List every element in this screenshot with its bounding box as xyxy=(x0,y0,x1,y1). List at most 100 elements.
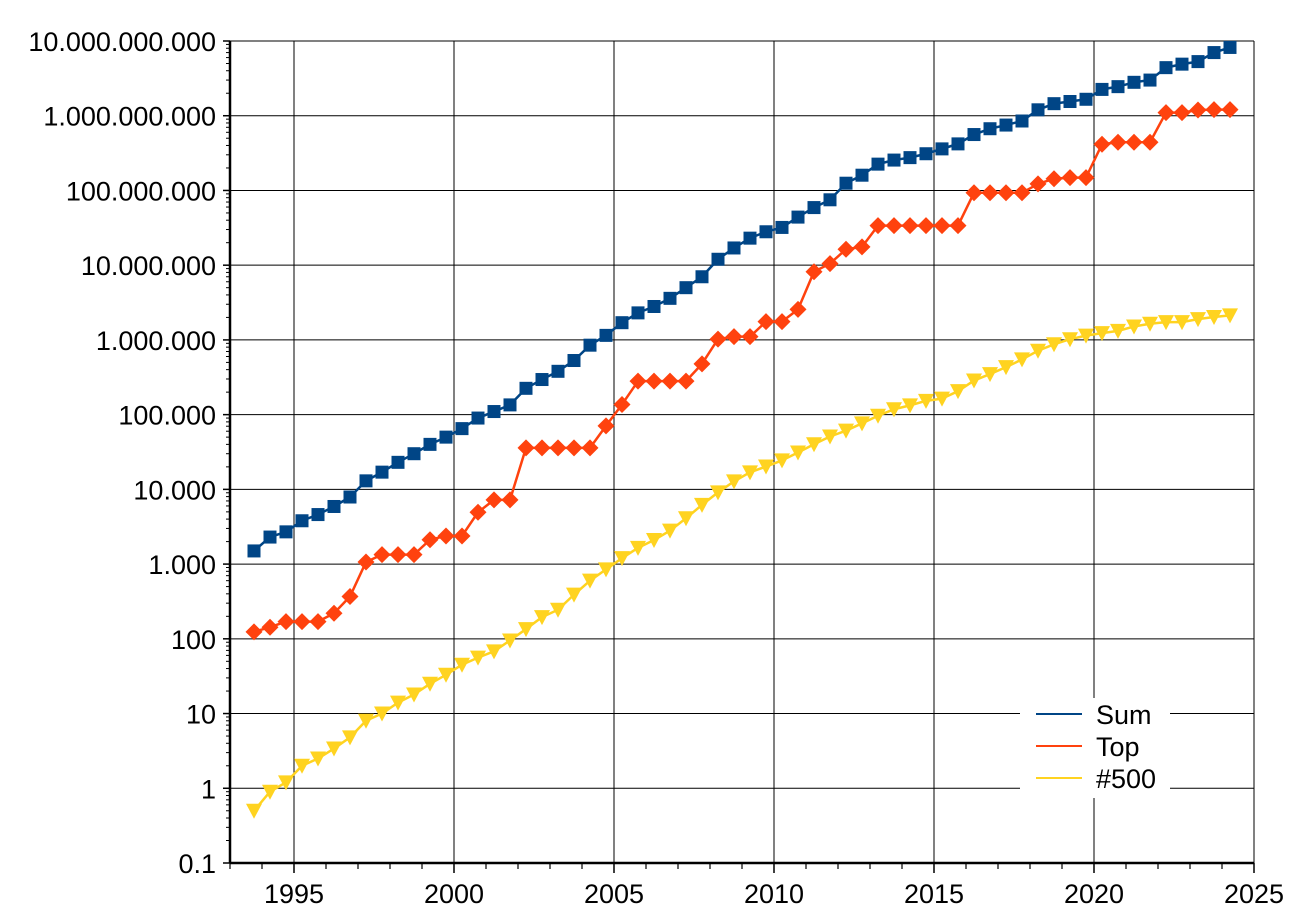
data-point-500 xyxy=(1030,343,1046,359)
data-point-sum xyxy=(503,398,517,412)
data-point-500 xyxy=(1174,315,1190,331)
data-point-500 xyxy=(918,393,934,409)
data-point-top xyxy=(533,439,551,457)
legend-label: Top xyxy=(1096,732,1140,762)
data-point-sum xyxy=(663,291,677,305)
data-point-500 xyxy=(422,676,438,692)
series-layer xyxy=(245,40,1239,819)
data-point-500 xyxy=(694,497,710,513)
data-point-500 xyxy=(310,751,326,767)
data-point-top xyxy=(1221,101,1239,119)
data-point-sum xyxy=(263,530,277,544)
x-tick-label: 1995 xyxy=(264,879,324,909)
data-point-top xyxy=(757,313,775,331)
data-point-500 xyxy=(902,398,918,414)
data-point-500 xyxy=(1126,319,1142,335)
data-point-sum xyxy=(839,176,853,190)
data-point-top xyxy=(293,613,311,631)
data-point-sum xyxy=(1143,73,1157,87)
data-point-top xyxy=(645,372,663,390)
data-point-sum xyxy=(1175,57,1189,71)
x-tick-label: 2025 xyxy=(1224,879,1284,909)
data-point-top xyxy=(1077,169,1095,187)
data-point-500 xyxy=(742,465,758,481)
data-point-500 xyxy=(262,784,278,800)
data-point-sum xyxy=(791,210,805,224)
data-point-sum xyxy=(519,381,533,395)
data-point-top xyxy=(389,546,407,564)
data-point-500 xyxy=(950,384,966,400)
data-point-sum xyxy=(711,252,725,266)
data-point-top xyxy=(629,372,647,390)
data-point-top xyxy=(773,313,791,331)
data-point-500 xyxy=(582,573,598,589)
data-point-top xyxy=(1013,184,1031,202)
data-point-sum xyxy=(887,153,901,167)
data-point-top xyxy=(901,217,919,235)
data-point-sum xyxy=(647,299,661,313)
data-point-sum xyxy=(327,499,341,513)
y-tick-label: 1.000.000.000 xyxy=(43,102,216,132)
data-point-top xyxy=(501,491,519,509)
data-point-top xyxy=(805,263,823,281)
data-point-500 xyxy=(838,423,854,439)
data-point-top xyxy=(405,546,423,564)
data-point-top xyxy=(437,527,455,545)
data-point-sum xyxy=(727,241,741,255)
data-point-top xyxy=(277,613,295,631)
y-tick-label: 10.000.000 xyxy=(81,251,216,281)
y-tick-label: 1.000 xyxy=(148,550,216,580)
y-tick-label: 10 xyxy=(186,700,216,730)
data-point-500 xyxy=(278,775,294,791)
data-point-500 xyxy=(934,391,950,407)
data-point-500 xyxy=(566,587,582,603)
data-point-top xyxy=(1061,169,1079,187)
data-point-sum xyxy=(807,201,821,215)
data-point-sum xyxy=(311,508,325,522)
data-point-top xyxy=(725,328,743,346)
x-tick-label: 2000 xyxy=(424,879,484,909)
data-point-sum xyxy=(1223,40,1237,54)
data-point-sum xyxy=(455,422,469,436)
data-point-500 xyxy=(966,373,982,389)
data-point-500 xyxy=(774,453,790,469)
data-point-top xyxy=(1109,133,1127,151)
data-point-sum xyxy=(999,118,1013,132)
data-point-500 xyxy=(374,706,390,722)
data-point-sum xyxy=(743,231,757,245)
data-point-500 xyxy=(1222,308,1238,324)
data-point-top xyxy=(373,546,391,564)
data-point-sum xyxy=(919,147,933,161)
data-point-top xyxy=(933,217,951,235)
data-point-sum xyxy=(1207,46,1221,60)
data-point-top xyxy=(741,328,759,346)
data-point-top xyxy=(469,503,487,521)
data-point-500 xyxy=(758,459,774,475)
data-point-top xyxy=(485,491,503,509)
legend-label: Sum xyxy=(1096,700,1152,730)
data-point-sum xyxy=(1031,103,1045,117)
data-point-sum xyxy=(679,281,693,295)
data-point-sum xyxy=(823,193,837,207)
data-point-500 xyxy=(454,657,470,673)
y-tick-label: 0.1 xyxy=(178,849,216,879)
data-point-top xyxy=(1029,175,1047,193)
data-point-sum xyxy=(279,525,293,539)
data-point-500 xyxy=(390,695,406,711)
grid xyxy=(230,40,1255,864)
axes: 0.1 1 10 100 1.000 10.000 100.000 1.000.000 10.0… xyxy=(28,27,1284,909)
series-top xyxy=(245,101,1239,641)
data-point-500 xyxy=(1142,316,1158,332)
data-point-sum xyxy=(1047,97,1061,111)
data-point-sum xyxy=(935,142,949,156)
data-point-sum xyxy=(567,354,581,368)
data-point-500 xyxy=(1014,352,1030,368)
data-point-top xyxy=(357,553,375,571)
data-point-sum xyxy=(855,168,869,182)
data-point-top xyxy=(453,527,471,545)
data-point-500 xyxy=(886,402,902,418)
data-point-500 xyxy=(438,667,454,683)
data-point-sum xyxy=(951,137,965,151)
